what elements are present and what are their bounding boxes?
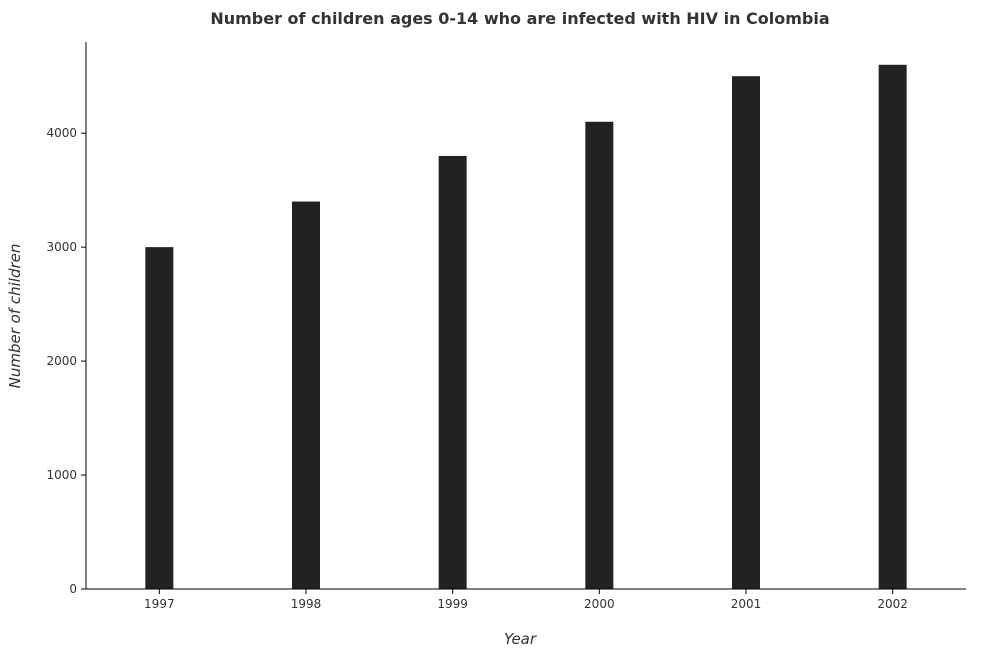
- bar-2001: [732, 76, 760, 589]
- bar-1999: [438, 155, 467, 590]
- x-tick-label-2001: 2001: [731, 597, 762, 611]
- y-tick-label-1000: 1000: [46, 468, 77, 482]
- bars-group: [145, 64, 907, 590]
- x-tick-label-2000: 2000: [584, 597, 615, 611]
- y-tick-label-2000: 2000: [46, 354, 77, 368]
- x-tick-label-1999: 1999: [437, 597, 468, 611]
- y-axis-ticks: 0 1000 2000 3000 4000: [46, 126, 86, 596]
- x-tick-label-2002: 2002: [877, 597, 908, 611]
- bar-1997: [145, 247, 174, 589]
- bar-1998: [292, 201, 320, 589]
- bar-2002: [878, 64, 907, 589]
- bar-2000: [585, 121, 614, 589]
- y-tick-label-0: 0: [69, 582, 77, 596]
- x-axis-ticks: 1997 1998 1999 2000 2001 2002: [144, 589, 908, 611]
- y-axis-label: Number of children: [6, 244, 24, 389]
- chart-title: Number of children ages 0-14 who are inf…: [210, 9, 829, 28]
- x-tick-label-1997: 1997: [144, 597, 175, 611]
- y-tick-label-4000: 4000: [46, 126, 77, 140]
- x-axis-label: Year: [504, 630, 537, 648]
- y-tick-label-3000: 3000: [46, 240, 77, 254]
- x-tick-label-1998: 1998: [291, 597, 322, 611]
